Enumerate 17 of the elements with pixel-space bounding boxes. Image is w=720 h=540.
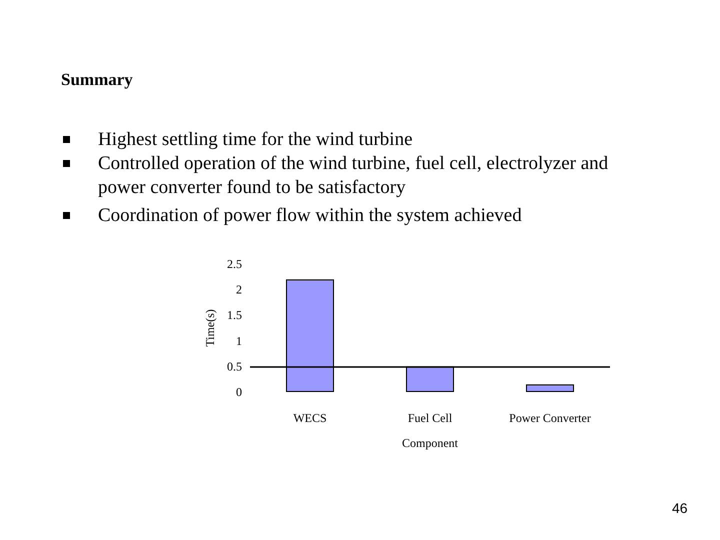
y-tick-label: 1 <box>236 334 242 348</box>
y-axis-title: Time(s) <box>203 309 218 347</box>
text: Highest settling time for the wind turbine <box>98 128 414 152</box>
bar <box>526 384 574 392</box>
text: Summary <box>61 70 133 90</box>
y-tick-label: 2 <box>236 282 242 297</box>
y-tick-label: 0.5 <box>227 359 242 374</box>
x-tick-label: WECS <box>293 411 327 425</box>
y-tick-label: 1.5 <box>227 308 242 322</box>
x-axis-title: Component <box>402 436 459 450</box>
text: 46 <box>672 500 688 516</box>
x-tick-label: Fuel Cell <box>408 411 453 425</box>
text: Coordination of power flow within the system achieved <box>98 204 523 228</box>
text: Controlled operation of the wind turbine, fuel cell, electrolyzer and power converter found to be satisfactory <box>98 152 610 200</box>
y-tick-label: 2.5 <box>227 257 242 271</box>
x-tick-label: Power Converter <box>509 411 591 425</box>
y-tick-label: 0 <box>236 385 242 399</box>
